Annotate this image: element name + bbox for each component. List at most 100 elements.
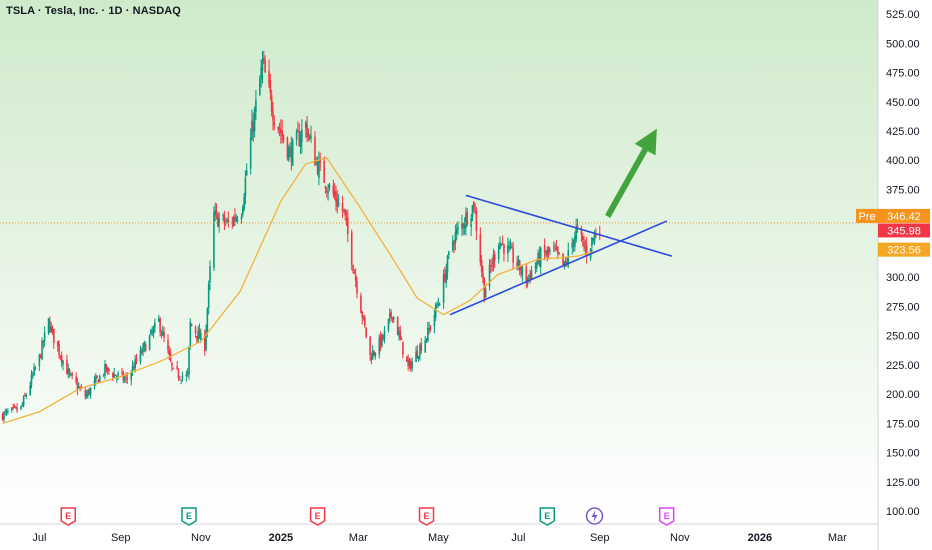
candle-body [59, 356, 62, 358]
trendline-lower[interactable] [449, 220, 668, 316]
candle-body [417, 355, 420, 360]
price-tag-value: 323.56 [887, 245, 921, 257]
candle-body [295, 131, 298, 140]
candle-body [273, 122, 276, 126]
candle-body [427, 327, 429, 341]
candle-body [268, 71, 270, 85]
candle-body [511, 246, 513, 249]
candle-body [387, 318, 390, 331]
candle-body [255, 99, 257, 112]
candle-body [32, 374, 34, 376]
candle-body [400, 338, 403, 340]
candle-body [1, 413, 4, 420]
candle-body [315, 161, 318, 164]
candle-body [581, 235, 584, 240]
candle-body [16, 407, 18, 411]
candle-body [341, 202, 344, 211]
candle-body [25, 394, 28, 397]
candle-body [85, 394, 88, 398]
candle-body [528, 275, 530, 277]
candle-body [446, 255, 449, 273]
candle-body [388, 313, 391, 318]
earnings-event-marker[interactable] [309, 507, 326, 526]
candle-body [95, 377, 97, 383]
candle-body [499, 242, 501, 249]
lightning-icon[interactable] [585, 507, 604, 525]
candle-body [154, 322, 156, 328]
candle-body [130, 372, 133, 381]
candle-body [11, 407, 13, 411]
trendline-upper[interactable] [465, 194, 673, 257]
earnings-event-marker[interactable] [418, 507, 435, 526]
candle-body [29, 384, 31, 395]
candle-body [365, 327, 367, 338]
candle-body [324, 185, 327, 189]
candle-body [126, 377, 129, 379]
candle-body [206, 308, 209, 332]
candle-body [24, 395, 26, 397]
lightning-glyph [591, 510, 598, 522]
candle-body [463, 225, 466, 229]
bullish-arrow[interactable] [605, 128, 657, 218]
candle-body [556, 246, 559, 254]
candle-body [547, 246, 550, 253]
candle-body [158, 318, 160, 322]
candle-body [87, 390, 89, 396]
candle-body [76, 383, 79, 390]
symbol-header[interactable]: TSLA · Tesla, Inc. · 1D · NASDAQ [6, 5, 181, 17]
candle-body [346, 217, 349, 235]
candle-body [566, 262, 568, 264]
candle-body [442, 274, 445, 303]
candle-body [361, 311, 364, 318]
candle-body [50, 326, 52, 332]
candle-body [337, 202, 340, 206]
candle-body [281, 130, 283, 136]
candle-body [280, 129, 282, 134]
earnings-event-marker[interactable] [539, 507, 556, 526]
candle-body [161, 331, 164, 336]
candle-body [33, 367, 35, 375]
earnings-event-marker[interactable] [181, 507, 197, 526]
earnings-event-marker[interactable] [60, 507, 76, 526]
candle-body [218, 217, 220, 225]
candle-body [142, 344, 144, 352]
candle-body [411, 361, 413, 369]
y-tick-label: 150.00 [886, 448, 920, 460]
candle-body [465, 213, 467, 228]
plot-area[interactable] [0, 0, 878, 524]
candle-body [390, 311, 392, 318]
candle-body [13, 405, 16, 407]
candle-body [580, 230, 583, 235]
candle-body [549, 250, 551, 252]
candle-body [223, 215, 226, 224]
earnings-event-marker[interactable] [658, 507, 675, 526]
candle-body [77, 386, 80, 389]
y-tick-label: 525.00 [886, 9, 920, 21]
candle-body [484, 288, 487, 298]
price-axis[interactable] [878, 0, 932, 550]
candle-body [213, 212, 215, 268]
candle-body [370, 357, 373, 360]
candle-body [287, 147, 290, 161]
candle-body [457, 226, 459, 229]
candle-body [444, 273, 446, 282]
candle-body [114, 374, 117, 376]
candle-body [214, 210, 217, 216]
candle-body [131, 366, 134, 372]
price-tag-bg [878, 223, 930, 238]
candle-body [583, 241, 585, 246]
candle-body [67, 369, 70, 373]
x-tick-label: Sep [590, 532, 610, 544]
candle-body [253, 109, 256, 132]
candle-body [543, 245, 546, 253]
candle-body [562, 253, 564, 265]
candle-body [356, 281, 358, 294]
candle-body [374, 352, 377, 357]
candle-body [512, 248, 514, 263]
price-tag-label: Pre [858, 211, 875, 223]
candle-body [113, 373, 115, 378]
candle-body [472, 201, 475, 211]
time-axis[interactable] [0, 524, 878, 550]
candle-body [38, 354, 41, 366]
